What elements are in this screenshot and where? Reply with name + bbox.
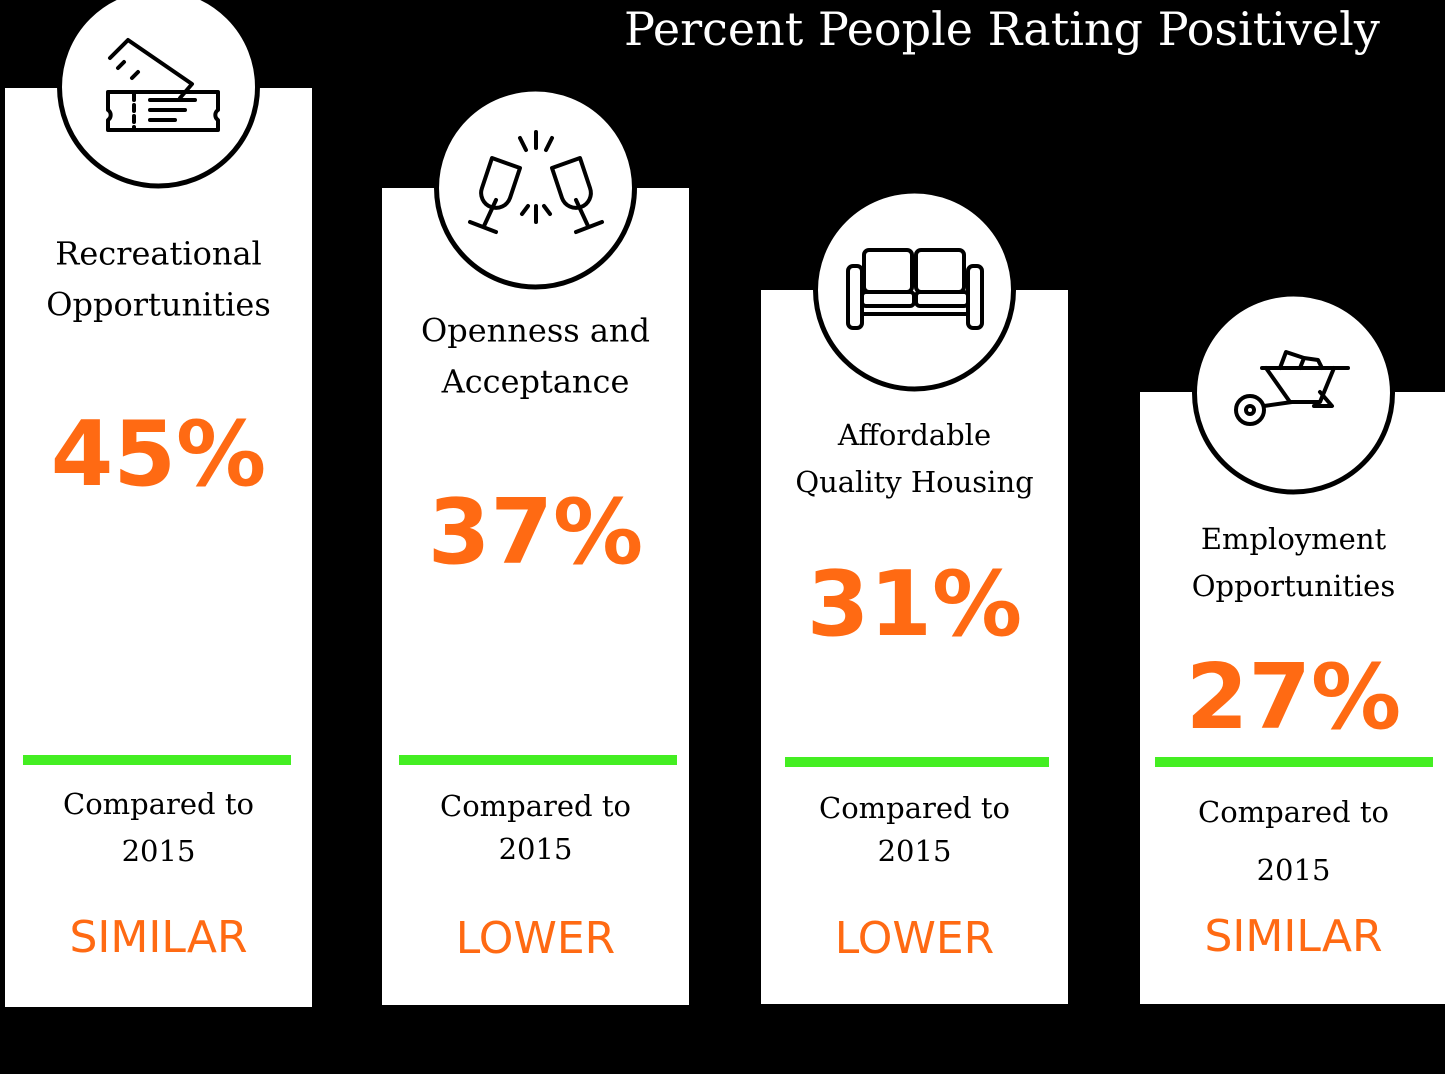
result: LOWER xyxy=(456,913,615,964)
card-label: Quality Housing xyxy=(795,465,1033,499)
result: SIMILAR xyxy=(69,912,247,963)
card-label: Acceptance xyxy=(441,363,630,401)
result: LOWER xyxy=(835,913,994,964)
icon-circle xyxy=(434,86,637,290)
cards: Recreational Opportunities 45% Compared to 2… xyxy=(5,0,1445,1007)
card-label: Openness and xyxy=(421,312,650,350)
result: SIMILAR xyxy=(1204,911,1382,962)
card xyxy=(761,290,1068,1004)
divider xyxy=(23,755,291,765)
comparison: Compared to xyxy=(63,787,254,821)
comparison: Compared to xyxy=(1198,795,1389,829)
wheelbarrow-icon xyxy=(1234,350,1350,426)
percent: 37% xyxy=(428,480,643,585)
card xyxy=(382,188,689,1005)
card-label: Employment xyxy=(1201,522,1387,556)
toast-icon xyxy=(468,130,604,234)
comparison: Compared to xyxy=(819,791,1010,825)
comparison: 2015 xyxy=(1257,853,1331,887)
divider xyxy=(399,755,677,765)
ticket-icon xyxy=(106,38,220,132)
comparison: 2015 xyxy=(122,834,196,868)
divider xyxy=(785,757,1049,767)
card-label: Affordable xyxy=(837,418,991,452)
sofa-icon xyxy=(846,248,984,330)
icon-circle xyxy=(1192,291,1395,495)
card xyxy=(5,88,312,1007)
comparison: Compared to xyxy=(440,789,631,823)
percent: 45% xyxy=(51,402,266,507)
comparison: 2015 xyxy=(499,832,573,866)
percent: 31% xyxy=(807,552,1022,657)
comparison: 2015 xyxy=(878,834,952,868)
title: Percent People Rating Positively xyxy=(624,2,1380,56)
card-label: Opportunities xyxy=(46,286,271,324)
card-label: Recreational xyxy=(55,235,262,273)
icon-circle xyxy=(813,188,1016,392)
divider xyxy=(1155,757,1433,767)
card-label: Opportunities xyxy=(1192,569,1395,603)
percent: 27% xyxy=(1186,645,1401,750)
